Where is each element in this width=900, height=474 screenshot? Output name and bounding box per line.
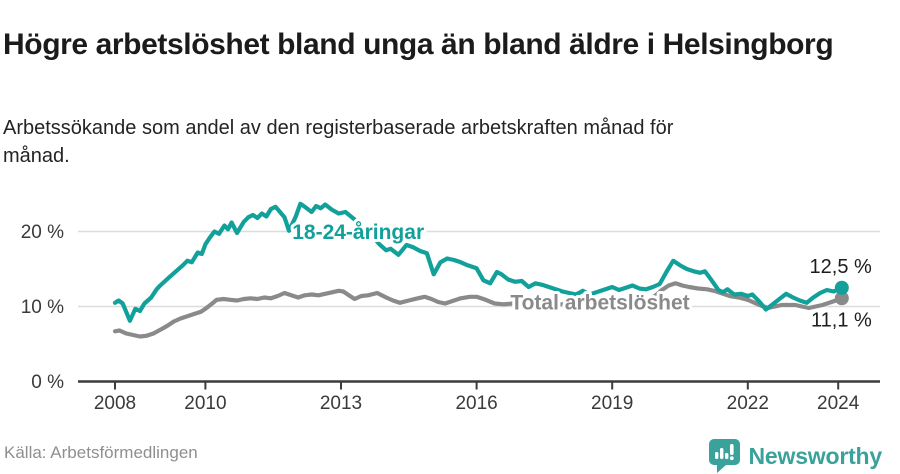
x-tick-label: 2008 (94, 393, 136, 414)
end-value-label: 12,5 % (810, 256, 872, 278)
y-tick-label: 20 % (21, 222, 64, 243)
end-value-label: 11,1 % (811, 309, 872, 331)
series-line-youth (112, 201, 844, 323)
x-tick-label: 2013 (320, 393, 362, 414)
series-line-total (112, 281, 844, 339)
source-note: Källa: Arbetsförmedlingen (4, 443, 198, 462)
series-end-dot (834, 280, 849, 295)
brand-name: Newsworthy (748, 442, 883, 469)
x-tick-label: 2019 (591, 393, 633, 414)
x-tick-label: 2010 (184, 393, 226, 414)
series-end-dot (834, 291, 849, 306)
y-tick-label: 0 % (31, 372, 64, 393)
newsworthy-logo-icon (708, 439, 740, 473)
series-label-total: Total arbetslöshet (510, 292, 689, 315)
x-tick-label: 2024 (817, 393, 860, 414)
x-tick-label: 2016 (455, 393, 497, 414)
x-tick-label: 2022 (727, 393, 769, 414)
y-tick-label: 10 % (21, 297, 64, 318)
series-label-youth: 18-24-åringar (292, 221, 424, 244)
newsworthy-brand: Newsworthy (707, 438, 882, 474)
page-title: Högre arbetslöshet bland unga än bland ä… (3, 28, 834, 62)
page-subtitle: Arbetssökande som andel av den registerb… (3, 117, 674, 167)
